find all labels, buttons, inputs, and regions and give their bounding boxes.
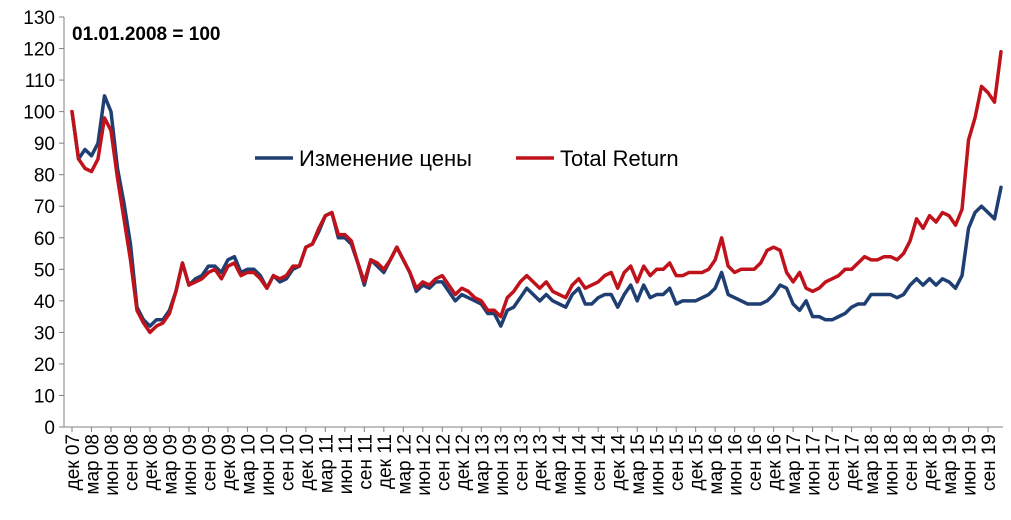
- x-tick-label: мар 12: [394, 434, 415, 495]
- x-tick-label: мар 08: [82, 434, 103, 495]
- y-tick-label: 50: [34, 260, 55, 281]
- x-tick-label: дек 15: [687, 434, 708, 490]
- y-tick-label: 120: [23, 40, 55, 61]
- y-tick-label: 80: [34, 166, 55, 187]
- x-tick-label: сен 11: [355, 434, 376, 490]
- chart-series-lines: [70, 49, 1003, 335]
- x-tick-label: дек 11: [375, 434, 396, 489]
- x-tick-label: сен 13: [511, 434, 532, 491]
- x-tick-label: июн 11: [336, 434, 357, 494]
- x-tick-label: июн 12: [414, 434, 435, 496]
- x-tick-label: дек 08: [141, 434, 162, 490]
- x-tick-label: дек 18: [921, 434, 942, 490]
- legend-label-2: Total Return: [560, 146, 679, 171]
- y-tick-label: 100: [23, 103, 55, 124]
- series-line-2: [70, 49, 1003, 335]
- x-tick-label: мар 16: [706, 434, 727, 495]
- x-tick-label: июн 17: [804, 434, 825, 496]
- y-tick-label: 60: [34, 229, 55, 250]
- x-tick-label: мар 15: [628, 434, 649, 495]
- x-tick-label: дек 14: [609, 434, 630, 491]
- legend-label-1: Изменение цены: [299, 146, 472, 171]
- x-tick-label: июн 19: [960, 434, 981, 496]
- y-tick-label: 130: [23, 8, 55, 29]
- x-tick-label: сен 14: [589, 434, 610, 491]
- x-tick-label: сен 09: [199, 434, 220, 491]
- x-tick-label: сен 18: [901, 434, 922, 491]
- x-tick-label: дек 16: [765, 434, 786, 490]
- x-tick-label: июн 18: [882, 434, 903, 496]
- x-tick-label: дек 17: [843, 434, 864, 490]
- x-tick-label: мар 11: [316, 434, 337, 493]
- y-tick-label: 20: [34, 355, 55, 376]
- chart-axes: [59, 16, 1003, 432]
- x-tick-label: июн 14: [570, 434, 591, 496]
- x-tick-label: сен 15: [667, 434, 688, 491]
- x-tick-label: мар 19: [940, 434, 961, 495]
- x-tick-label: июн 16: [726, 434, 747, 496]
- y-axis-tick-labels: 0 10 20 30 40 50 60 70 80 90 100 110 120 130: [23, 8, 55, 439]
- x-tick-label: сен 16: [745, 434, 766, 491]
- x-tick-label: июн 08: [102, 434, 123, 496]
- x-tick-label: дек 07: [63, 434, 84, 490]
- chart-annotation: 01.01.2008 = 100: [72, 24, 220, 45]
- x-tick-label: июн 15: [648, 434, 669, 496]
- x-tick-label: июн 09: [180, 434, 201, 496]
- x-tick-label: мар 14: [550, 434, 571, 495]
- x-tick-label: дек 10: [297, 434, 318, 490]
- x-tick-label: сен 08: [121, 434, 142, 491]
- y-tick-label: 10: [34, 386, 55, 407]
- x-tick-label: дек 13: [531, 434, 552, 490]
- y-tick-label: 0: [44, 418, 55, 439]
- series-line-1: [70, 94, 1003, 328]
- chart-legend: Изменение цены Total Return: [255, 146, 679, 171]
- y-tick-label: 110: [25, 71, 55, 92]
- y-tick-label: 40: [34, 292, 55, 313]
- x-tick-label: сен 10: [277, 434, 298, 491]
- x-tick-label: мар 17: [784, 434, 805, 495]
- x-tick-label: сен 12: [433, 434, 454, 491]
- x-tick-label: сен 19: [979, 434, 1000, 491]
- y-tick-label: 90: [34, 134, 55, 155]
- x-tick-label: мар 09: [160, 434, 181, 495]
- y-tick-label: 70: [34, 197, 55, 218]
- x-tick-label: сен 17: [823, 434, 844, 491]
- y-tick-label: 30: [34, 323, 55, 344]
- x-tick-label: дек 12: [453, 434, 474, 490]
- x-tick-label: мар 18: [862, 434, 883, 495]
- x-tick-label: мар 10: [238, 434, 259, 495]
- x-tick-label: июн 13: [492, 434, 513, 496]
- x-tick-label: дек 09: [219, 434, 240, 490]
- x-tick-label: мар 13: [472, 434, 493, 495]
- x-tick-label: июн 10: [258, 434, 279, 496]
